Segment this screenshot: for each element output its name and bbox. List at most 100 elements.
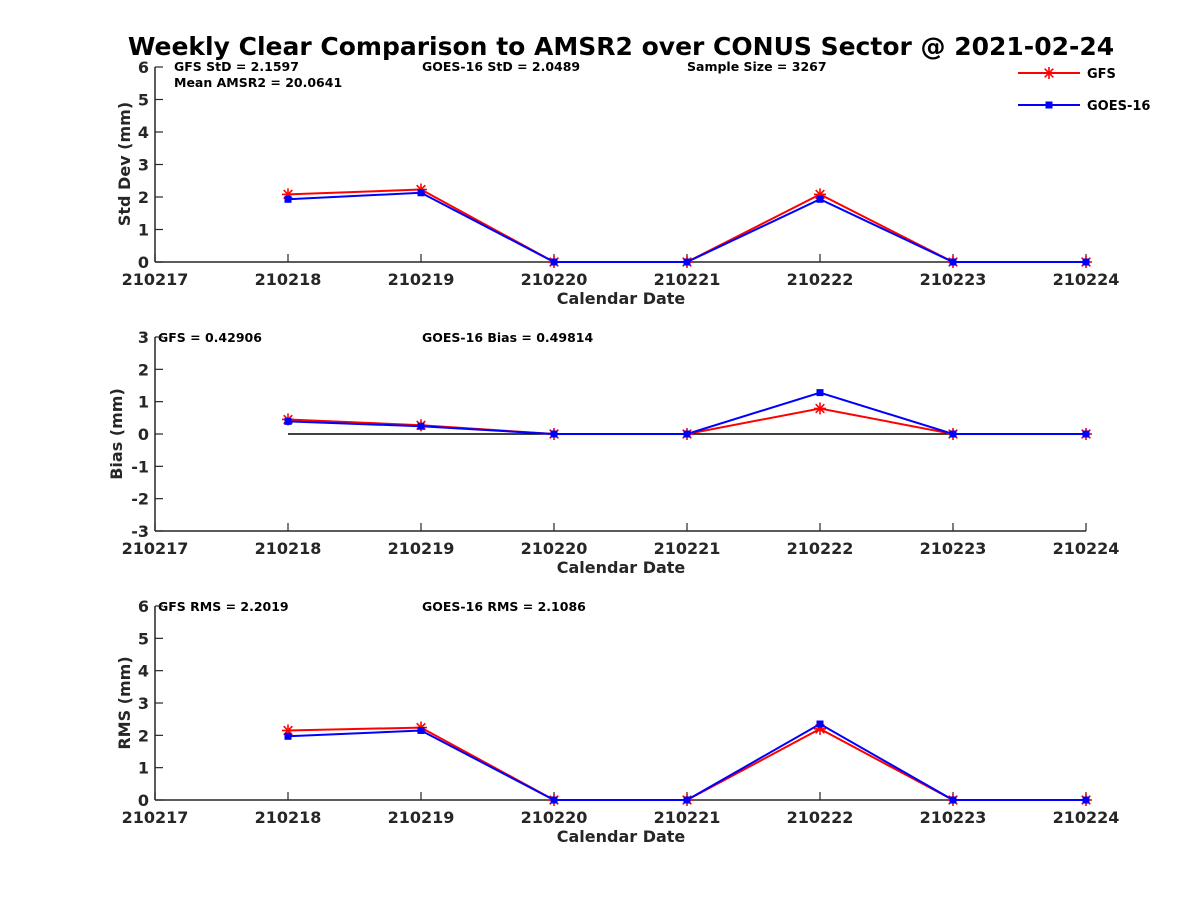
data-point (550, 258, 558, 266)
x-tick-label: 210221 (654, 808, 721, 827)
x-tick-label: 210220 (521, 270, 588, 289)
data-point (284, 732, 292, 740)
x-tick-label: 210219 (388, 270, 455, 289)
y-tick-label: 5 (138, 629, 149, 648)
x-tick-label: 210221 (654, 539, 721, 558)
figure-title: Weekly Clear Comparison to AMSR2 over CO… (128, 32, 1114, 61)
data-point (1082, 796, 1090, 804)
legend-label-goes16: GOES-16 (1087, 99, 1150, 114)
data-point (949, 796, 957, 804)
x-tick-label: 210224 (1053, 539, 1120, 558)
y-tick-label: -3 (131, 522, 149, 541)
x-axis-label: Calendar Date (557, 558, 686, 577)
legend: GFS GOES-16 (1018, 67, 1150, 114)
series-goes16 (284, 720, 1090, 804)
legend-marker (1045, 101, 1053, 109)
data-point (550, 430, 558, 438)
y-tick-label: 2 (138, 726, 149, 745)
x-tick-label: 210222 (787, 808, 854, 827)
y-tick-label: 3 (138, 156, 149, 175)
data-point (417, 189, 425, 197)
data-point (816, 389, 824, 397)
x-tick-label: 210223 (920, 808, 987, 827)
y-tick-label: -2 (131, 490, 149, 509)
x-tick-label: 210219 (388, 539, 455, 558)
data-point (1082, 430, 1090, 438)
y-tick-label: 0 (138, 425, 149, 444)
y-tick-label: 6 (138, 58, 149, 77)
data-point (949, 430, 957, 438)
legend-marker-goes16 (1045, 101, 1053, 109)
y-tick-label: 6 (138, 597, 149, 616)
x-tick-label: 210221 (654, 270, 721, 289)
x-tick-label: 210219 (388, 808, 455, 827)
x-tick-label: 210222 (787, 270, 854, 289)
series-line (287, 191, 1086, 263)
data-point (683, 430, 691, 438)
std-dev-panel: GFS StD = 2.1597 GOES-16 StD = 2.0489 Sa… (115, 58, 1119, 308)
data-point (683, 796, 691, 804)
data-point (949, 258, 957, 266)
data-point (683, 258, 691, 266)
data-point (1082, 258, 1090, 266)
data-point (417, 422, 425, 430)
y-tick-label: 5 (138, 91, 149, 110)
series-line (287, 722, 1086, 801)
annotation-sample-size: Sample Size = 3267 (687, 59, 827, 74)
legend-marker-gfs (1043, 67, 1055, 79)
series-line (287, 391, 1086, 435)
data-point (550, 796, 558, 804)
annotation-goes16-bias: GOES-16 Bias = 0.49814 (422, 330, 593, 345)
series-line (287, 188, 1086, 263)
y-tick-label: 2 (138, 188, 149, 207)
rms-panel: GFS RMS = 2.2019 GOES-16 RMS = 2.1086 Ca… (115, 597, 1119, 846)
annotation-gfs-rms: GFS RMS = 2.2019 (158, 599, 289, 614)
x-tick-label: 210222 (787, 539, 854, 558)
legend-marker (1043, 67, 1055, 79)
y-tick-label: 1 (138, 759, 149, 778)
y-tick-label: 0 (138, 253, 149, 272)
y-tick-label: 2 (138, 360, 149, 379)
x-tick-label: 210218 (255, 270, 322, 289)
series-goes16 (284, 389, 1090, 438)
x-tick-label: 210224 (1053, 270, 1120, 289)
y-tick-label: 4 (138, 662, 149, 681)
data-point (284, 417, 292, 425)
x-tick-label: 210217 (122, 270, 189, 289)
x-axis-label: Calendar Date (557, 289, 686, 308)
annotation-goes16-rms: GOES-16 RMS = 2.1086 (422, 599, 586, 614)
annotation-gfs-bias: GFS = 0.42906 (158, 330, 262, 345)
bias-panel: GFS = 0.42906 GOES-16 Bias = 0.49814 Cal… (107, 328, 1119, 577)
x-tick-label: 210224 (1053, 808, 1120, 827)
y-tick-label: 4 (138, 123, 149, 142)
y-axis-label: Bias (mm) (107, 388, 126, 480)
data-point (417, 726, 425, 734)
y-tick-label: 0 (138, 791, 149, 810)
annotation-mean-amsr2: Mean AMSR2 = 20.0641 (174, 75, 342, 90)
y-tick-label: 1 (138, 393, 149, 412)
x-tick-label: 210218 (255, 808, 322, 827)
data-point (284, 195, 292, 203)
y-tick-label: -1 (131, 457, 149, 476)
x-tick-label: 210220 (521, 808, 588, 827)
data-point (816, 195, 824, 203)
x-axis-label: Calendar Date (557, 827, 686, 846)
x-tick-label: 210223 (920, 270, 987, 289)
y-tick-label: 3 (138, 328, 149, 347)
data-point (814, 402, 826, 415)
series-goes16 (284, 189, 1090, 266)
x-tick-label: 210220 (521, 539, 588, 558)
y-axis-label: Std Dev (mm) (115, 102, 134, 226)
y-tick-label: 1 (138, 221, 149, 240)
y-axis-label: RMS (mm) (115, 656, 134, 749)
x-tick-label: 210217 (122, 808, 189, 827)
x-tick-label: 210217 (122, 539, 189, 558)
annotation-gfs-std: GFS StD = 2.1597 (174, 59, 299, 74)
series-line (287, 726, 1086, 801)
data-point (816, 720, 824, 728)
x-tick-label: 210218 (255, 539, 322, 558)
legend-label-gfs: GFS (1087, 67, 1116, 82)
x-tick-label: 210223 (920, 539, 987, 558)
annotation-goes16-std: GOES-16 StD = 2.0489 (422, 59, 580, 74)
